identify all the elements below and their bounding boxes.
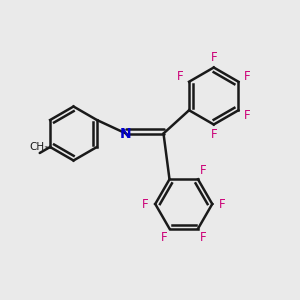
Text: F: F	[200, 164, 206, 177]
Text: N: N	[119, 127, 131, 140]
Text: F: F	[219, 197, 225, 211]
Text: F: F	[142, 197, 149, 211]
Text: F: F	[244, 70, 250, 83]
Text: F: F	[210, 128, 217, 141]
Text: F: F	[161, 231, 168, 244]
Text: F: F	[200, 231, 206, 244]
Text: F: F	[244, 109, 250, 122]
Text: CH₃: CH₃	[29, 142, 49, 152]
Text: F: F	[177, 70, 184, 83]
Text: F: F	[210, 51, 217, 64]
